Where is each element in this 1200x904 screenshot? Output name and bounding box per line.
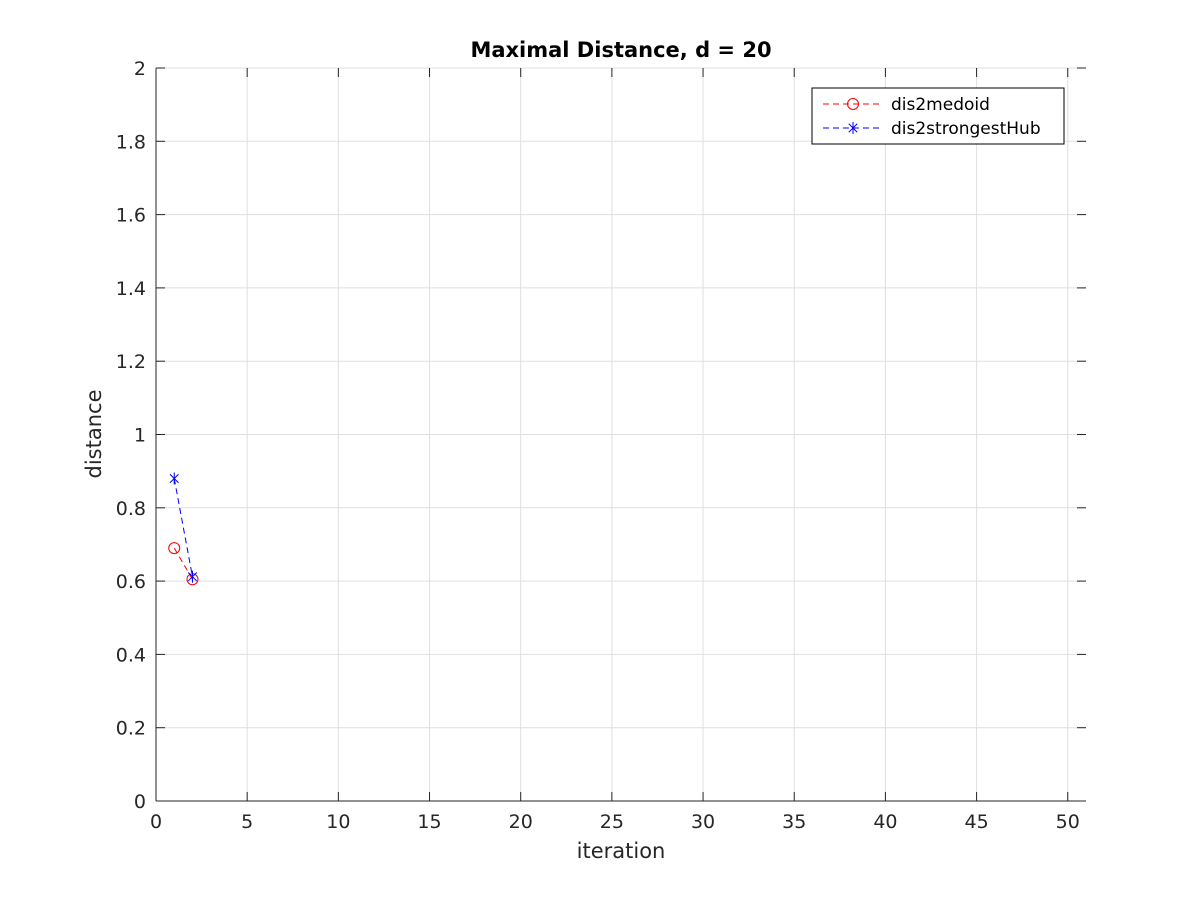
- series-group: [168, 472, 199, 586]
- y-tick-label: 1.6: [116, 205, 146, 227]
- legend-label: dis2strongestHub: [891, 119, 1041, 139]
- y-tick-label: 0.2: [116, 718, 146, 740]
- legend-box: [811, 87, 1065, 145]
- x-tick-label: 5: [241, 811, 253, 833]
- x-tick-label: 50: [1056, 811, 1080, 833]
- x-tick-label: 15: [417, 811, 441, 833]
- x-tick-label: 45: [964, 811, 988, 833]
- y-tick-labels: 0 0.2 0.4 0.6 0.8 1 1.2 1.4 1.6 1.8 2: [116, 58, 146, 813]
- data-point: [187, 570, 198, 583]
- x-tick-labels: 0 5 10 15 20 25 30 35 40 45 50: [150, 811, 1080, 833]
- x-tick-label: 40: [873, 811, 897, 833]
- y-tick-label: 0: [134, 791, 146, 813]
- data-point: [168, 542, 181, 555]
- x-axis-label: iteration: [577, 839, 666, 863]
- legend: dis2medoid dis2strongestHub: [811, 87, 1065, 145]
- y-tick-label: 0.6: [116, 571, 146, 593]
- chart-title: Maximal Distance, d = 20: [470, 38, 771, 62]
- x-tick-label: 25: [600, 811, 624, 833]
- x-tick-label: 35: [782, 811, 806, 833]
- grid-lines: [155, 67, 1086, 802]
- x-tick-label: 30: [691, 811, 715, 833]
- legend-entry: dis2medoid: [823, 95, 990, 115]
- x-tick-label: 20: [509, 811, 533, 833]
- legend-marker: [847, 98, 859, 110]
- legend-marker: [848, 122, 858, 134]
- y-tick-label: 1.2: [116, 351, 146, 373]
- y-tick-label: 0.8: [116, 498, 146, 520]
- axes: [155, 67, 1086, 802]
- legend-label: dis2medoid: [891, 95, 990, 115]
- series-line: [173, 478, 193, 577]
- y-axis-label: distance: [82, 390, 106, 479]
- y-tick-label: 1.4: [116, 278, 146, 300]
- data-point: [169, 472, 179, 485]
- y-tick-label: 0.4: [116, 644, 146, 666]
- y-tick-label: 1: [134, 425, 146, 447]
- y-tick-label: 1.8: [116, 131, 146, 153]
- x-tick-label: 10: [326, 811, 350, 833]
- y-tick-label: 2: [134, 58, 146, 80]
- legend-entry: dis2strongestHub: [823, 119, 1041, 139]
- series-dis2strongestHub: [169, 472, 198, 583]
- x-tick-label: 0: [150, 811, 162, 833]
